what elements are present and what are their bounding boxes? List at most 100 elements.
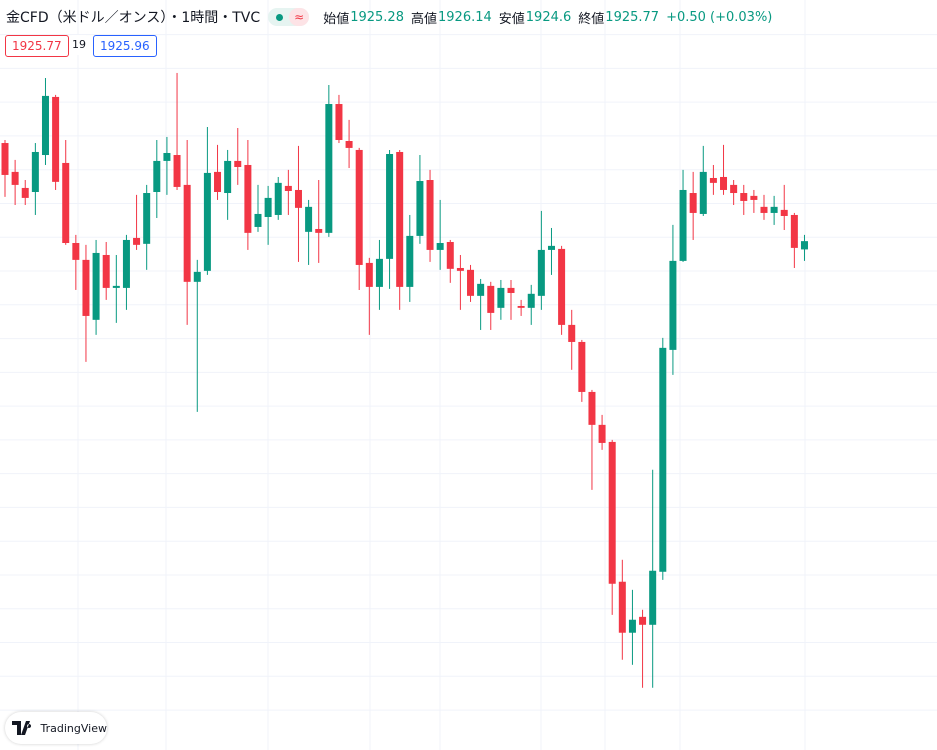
low-value: 1924.6 xyxy=(525,9,572,25)
candle-body xyxy=(153,160,161,192)
candle-body xyxy=(224,160,232,194)
candle-body xyxy=(800,241,808,250)
candle-body xyxy=(649,570,657,625)
logo-text: TradingView xyxy=(40,721,107,735)
logo-shape xyxy=(12,721,32,735)
candle-body xyxy=(487,285,495,313)
candle-body xyxy=(234,160,242,168)
candle-body xyxy=(294,189,302,208)
candle-body xyxy=(720,176,728,190)
candle-body xyxy=(679,189,687,261)
candle-body xyxy=(92,252,100,320)
time-grid xyxy=(77,0,806,750)
candle-body xyxy=(264,197,272,217)
candle-body xyxy=(1,143,9,175)
candle-body xyxy=(436,242,444,250)
candle-body xyxy=(325,104,333,233)
candle-body xyxy=(214,171,222,192)
candle-body xyxy=(315,228,323,233)
candle-body xyxy=(274,182,282,215)
candle-body xyxy=(416,181,424,236)
close-label: 終値 xyxy=(578,11,605,27)
low-label: 安値 xyxy=(498,11,525,27)
candle-body xyxy=(193,271,201,282)
candle-body xyxy=(305,206,313,232)
status-pill[interactable]: ≈ xyxy=(268,8,310,26)
market-open-dot xyxy=(276,13,284,21)
candle-body xyxy=(355,149,363,265)
candle-body xyxy=(396,151,404,287)
candle-body xyxy=(183,184,191,282)
chart-title: 金CFD（米ドル／オンス）・1時間・TVC xyxy=(6,10,261,26)
candle-body xyxy=(426,180,434,250)
candle-body xyxy=(11,171,19,185)
candle-body xyxy=(578,341,586,392)
candle-body xyxy=(72,242,80,260)
candle-body xyxy=(335,104,343,140)
candle-body xyxy=(780,209,788,216)
candle-body xyxy=(163,152,171,161)
candle-body xyxy=(588,391,596,425)
candle-body xyxy=(244,164,252,233)
candle-body xyxy=(537,249,545,296)
candle-body xyxy=(689,193,697,213)
candle-body xyxy=(133,237,141,245)
candle-body xyxy=(497,287,505,308)
candle-body xyxy=(740,193,748,201)
candle-body xyxy=(173,155,181,187)
candle-body xyxy=(62,162,70,243)
candle-body xyxy=(760,206,768,213)
candle-body xyxy=(21,187,29,198)
candle-body xyxy=(41,95,49,156)
candle-body xyxy=(608,441,616,584)
candle-body xyxy=(669,260,677,350)
candle-body xyxy=(82,259,90,316)
candle-body xyxy=(770,206,778,213)
candle-body xyxy=(52,96,60,182)
candle-body xyxy=(730,184,738,194)
candle-body xyxy=(254,213,262,227)
candle-body xyxy=(790,214,798,248)
candle-body xyxy=(203,172,211,271)
candle-body xyxy=(365,262,373,287)
close-value: 1925.77 xyxy=(605,9,660,25)
candle-body xyxy=(143,193,151,244)
candle-body xyxy=(112,285,120,288)
buy-button[interactable]: 1925.96 xyxy=(93,35,157,57)
candle-body xyxy=(507,287,515,293)
spread: 19 xyxy=(70,35,88,55)
candle-body xyxy=(639,616,647,625)
candle-body xyxy=(386,154,394,259)
delayed-icon: ≈ xyxy=(289,8,310,26)
candle-body xyxy=(284,185,292,191)
candle-body xyxy=(618,581,626,633)
open-label: 始値 xyxy=(323,11,350,27)
candle-body xyxy=(477,283,485,296)
candle-body xyxy=(558,248,566,325)
candle-body xyxy=(628,619,636,633)
candle-body xyxy=(31,151,39,192)
candle-body xyxy=(598,424,606,443)
candle-body xyxy=(527,293,535,308)
sell-button[interactable]: 1925.77 xyxy=(5,35,69,57)
high-label: 高値 xyxy=(410,11,437,27)
legend-header: 金CFD（米ドル／オンス）・1時間・TVC ≈ 始値 1925.28 高値 19… xyxy=(6,6,779,28)
logo-icon xyxy=(12,721,32,735)
candle-body xyxy=(709,177,717,183)
candle-body xyxy=(102,254,110,288)
tradingview-logo[interactable]: TradingView xyxy=(5,712,107,744)
candle-body xyxy=(568,324,576,342)
candle-body xyxy=(375,258,383,287)
candle-body xyxy=(750,195,758,200)
open-value: 1925.28 xyxy=(350,9,404,25)
candle-body xyxy=(467,269,475,296)
candle-body xyxy=(517,305,525,308)
candle-body xyxy=(547,245,555,250)
candle-body xyxy=(659,347,667,572)
candle-body xyxy=(456,267,464,271)
high-value: 1926.14 xyxy=(438,9,492,25)
candle-body xyxy=(406,235,414,287)
candle-body xyxy=(446,241,454,269)
